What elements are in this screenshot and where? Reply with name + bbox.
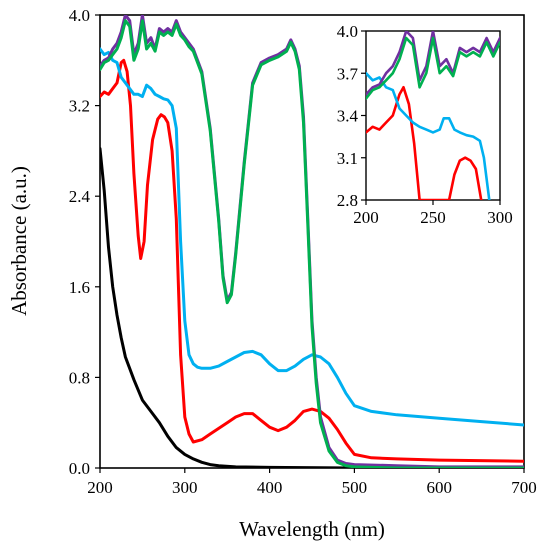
main-y-tick-label-0: 0.0 (69, 459, 90, 478)
main-series-line-0 (100, 147, 524, 468)
inset-y-tick-label-1: 3.1 (337, 149, 358, 168)
inset-x-tick-label-0: 200 (353, 208, 379, 227)
main-y-tick-label-1: 0.8 (69, 368, 90, 387)
main-y-tick-label-2: 1.6 (69, 278, 90, 297)
inset-y-tick-label-2: 3.4 (337, 107, 359, 126)
main-series-line-1 (100, 58, 524, 463)
inset-y-tick-label-0: 2.8 (337, 191, 358, 210)
main-series-group (100, 15, 524, 468)
inset-series-line-3 (366, 36, 500, 100)
inset-series-line-1 (366, 71, 491, 200)
inset-y-tick-label-4: 4.0 (337, 22, 358, 41)
inset-x-tick-label-1: 250 (420, 208, 446, 227)
main-x-tick-label-1: 300 (172, 478, 198, 497)
main-x-tick-label-0: 200 (87, 478, 113, 497)
main-series-line-2 (100, 47, 524, 427)
main-x-tick-label-5: 700 (511, 478, 537, 497)
x-axis-title: Wavelength (nm) (239, 517, 385, 541)
main-x-tick-label-2: 400 (257, 478, 283, 497)
main-x-tick-label-4: 600 (426, 478, 452, 497)
inset-series-line-0 (366, 86, 483, 200)
main-tick-group: 200 300 400 500 600 700 0.0 0.8 1.6 2.4 3.2 4.0 (69, 6, 537, 497)
main-series-line-4 (100, 19, 524, 468)
inset-series-group (366, 31, 500, 200)
main-y-tick-label-4: 3.2 (69, 97, 90, 116)
main-y-tick-label-5: 4.0 (69, 6, 90, 25)
inset-y-tick-label-3: 3.7 (337, 64, 359, 83)
inset-series-line-2 (366, 31, 500, 96)
main-x-tick-label-3: 500 (342, 478, 368, 497)
main-y-tick-label-3: 2.4 (69, 187, 91, 206)
inset-tick-group: 200 250 300 2.8 3.1 3.4 3.7 4.0 (337, 22, 513, 227)
y-axis-title: Absorbance (a.u.) (7, 166, 31, 316)
inset-x-tick-label-2: 300 (487, 208, 513, 227)
